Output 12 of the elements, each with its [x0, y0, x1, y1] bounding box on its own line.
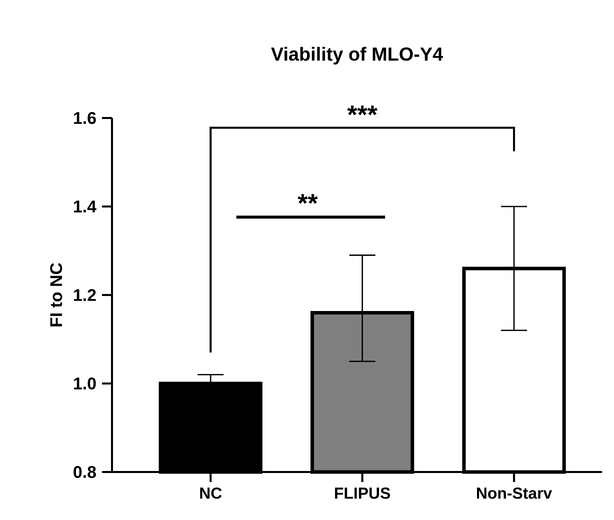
annotation: **: [298, 194, 318, 204]
y-axis-title: FI to NC: [50, 263, 62, 326]
x-tick-label: NC: [200, 488, 222, 499]
text: ***: [347, 106, 378, 116]
y-tick-label: 0.8: [74, 466, 96, 478]
y-tick-label: 1.6: [74, 112, 96, 124]
y-tick-label: 1.2: [74, 289, 96, 301]
chart-title: Viability of MLO-Y4: [271, 46, 443, 65]
x-tick-label: FLIPUS: [335, 488, 390, 499]
x-tick-label: Non-Starv: [476, 488, 552, 499]
y-tick-label: 1.0: [74, 378, 96, 390]
y-tick-label: 1.4: [74, 200, 96, 212]
